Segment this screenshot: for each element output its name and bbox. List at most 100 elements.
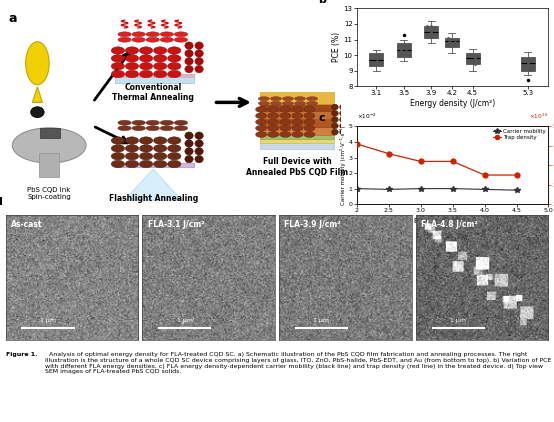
Point [470, 52, 479, 59]
Text: $\times10^{16}$: $\times10^{16}$ [529, 112, 548, 121]
FancyBboxPatch shape [260, 143, 334, 149]
Text: As-cast: As-cast [11, 219, 42, 229]
Point [369, 62, 378, 68]
PathPatch shape [369, 54, 383, 66]
FancyBboxPatch shape [115, 77, 194, 83]
Ellipse shape [255, 113, 266, 119]
Ellipse shape [268, 119, 279, 125]
Ellipse shape [140, 70, 153, 78]
Ellipse shape [195, 140, 203, 147]
Point [423, 22, 432, 29]
Ellipse shape [304, 113, 315, 119]
Ellipse shape [118, 32, 131, 37]
Ellipse shape [195, 42, 203, 49]
Point [524, 58, 532, 65]
Ellipse shape [280, 113, 291, 119]
Text: 1 μm: 1 μm [450, 318, 466, 323]
Bar [39, 153, 59, 177]
Ellipse shape [111, 70, 125, 78]
Ellipse shape [140, 137, 153, 144]
Legend: Carrier mobility, Trap density: Carrier mobility, Trap density [493, 129, 546, 141]
Point [370, 61, 378, 68]
Ellipse shape [146, 120, 160, 125]
Ellipse shape [280, 119, 291, 125]
Point [372, 58, 381, 65]
Point [471, 55, 480, 62]
Text: 1 μm: 1 μm [177, 318, 193, 323]
Ellipse shape [292, 113, 303, 119]
Text: Figure 1.: Figure 1. [6, 352, 37, 357]
Ellipse shape [332, 111, 338, 116]
Ellipse shape [132, 120, 145, 125]
Ellipse shape [118, 37, 131, 42]
Ellipse shape [304, 132, 315, 138]
Ellipse shape [195, 132, 203, 139]
Ellipse shape [268, 113, 279, 119]
Point [447, 35, 455, 42]
Ellipse shape [280, 132, 291, 138]
Ellipse shape [125, 47, 138, 54]
Text: Flashlight Annealing: Flashlight Annealing [109, 194, 198, 203]
Point [467, 53, 476, 60]
Ellipse shape [195, 65, 203, 73]
Point [525, 66, 534, 73]
Ellipse shape [195, 50, 203, 57]
Point [464, 58, 473, 65]
Ellipse shape [167, 62, 181, 70]
Ellipse shape [118, 120, 131, 125]
Ellipse shape [140, 160, 153, 168]
Point [465, 50, 474, 57]
X-axis label: Energy density (J/cm²): Energy density (J/cm²) [414, 216, 491, 224]
Ellipse shape [12, 128, 86, 163]
Ellipse shape [185, 42, 193, 49]
Ellipse shape [195, 155, 203, 163]
Point [470, 60, 479, 66]
Ellipse shape [340, 111, 346, 116]
Ellipse shape [295, 97, 306, 100]
Ellipse shape [146, 32, 160, 37]
Ellipse shape [292, 125, 303, 131]
Point [427, 23, 435, 30]
Ellipse shape [132, 126, 145, 131]
FancyBboxPatch shape [115, 163, 194, 168]
Text: FLA-3.1 J/cm²: FLA-3.1 J/cm² [147, 219, 204, 229]
Ellipse shape [167, 137, 181, 144]
Ellipse shape [153, 145, 167, 152]
Ellipse shape [146, 126, 160, 131]
Ellipse shape [195, 57, 203, 65]
Y-axis label: Carrier mobility (cm²·V⁻¹·s⁻¹): Carrier mobility (cm²·V⁻¹·s⁻¹) [340, 126, 346, 205]
Ellipse shape [167, 47, 181, 54]
Ellipse shape [332, 129, 338, 135]
Ellipse shape [125, 152, 138, 160]
Text: PbS CQD Ink
Spin-coating: PbS CQD Ink Spin-coating [27, 187, 71, 200]
PathPatch shape [521, 57, 535, 70]
Point [465, 59, 474, 65]
Ellipse shape [111, 160, 125, 168]
Ellipse shape [255, 125, 266, 131]
Point [376, 55, 384, 62]
Ellipse shape [118, 126, 131, 131]
Ellipse shape [111, 54, 125, 62]
Point [369, 52, 378, 59]
Point [428, 33, 437, 40]
Ellipse shape [195, 148, 203, 155]
Ellipse shape [306, 101, 317, 106]
Ellipse shape [167, 152, 181, 160]
Point [400, 49, 409, 56]
Ellipse shape [146, 37, 160, 42]
Ellipse shape [167, 54, 181, 62]
Ellipse shape [125, 137, 138, 144]
Point [524, 62, 533, 69]
FancyBboxPatch shape [260, 103, 334, 111]
Ellipse shape [268, 132, 279, 138]
Point [445, 35, 454, 42]
Ellipse shape [255, 106, 266, 112]
Ellipse shape [160, 32, 173, 37]
Ellipse shape [125, 160, 138, 168]
Point [430, 24, 439, 31]
PathPatch shape [424, 25, 438, 38]
Ellipse shape [332, 104, 338, 110]
Ellipse shape [132, 32, 145, 37]
Ellipse shape [111, 137, 125, 144]
Ellipse shape [185, 140, 193, 147]
